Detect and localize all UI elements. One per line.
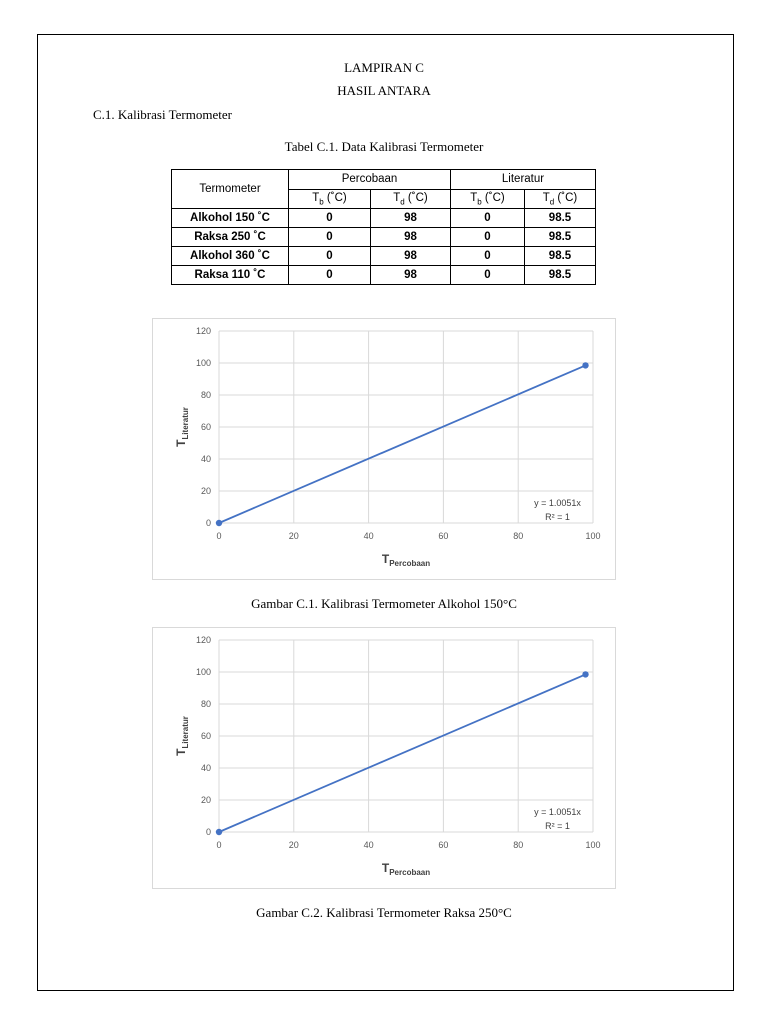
appendix-subheading: HASIL ANTARA [337,83,431,98]
header-percobaan: Percobaan [288,169,451,190]
header-termometer: Termometer [171,169,289,209]
figure-caption-1: Gambar C.1. Kalibrasi Termometer Alkohol… [251,596,517,611]
y-tick-label: 100 [196,667,211,677]
y-tick-label: 80 [201,390,211,400]
y-tick-label: 20 [201,486,211,496]
x-tick-label: 40 [364,531,374,541]
cell-l-tb: 0 [450,246,525,266]
trendline [218,673,586,833]
appendix-heading: LAMPIRAN C [344,60,424,75]
data-point [215,828,223,836]
row-name: Alkohol 150 ˚C [171,208,289,228]
table-row: Alkohol 150 ˚C 0 98 0 98.5 [171,208,596,228]
header-l-td: Td (˚C) [524,188,596,209]
y-tick-label: 0 [206,518,211,528]
r-squared-label: R² = 1 [545,512,570,522]
x-tick-label: 20 [289,531,299,541]
y-tick-label: 120 [196,326,211,336]
cell-l-tb: 0 [450,227,525,247]
figure-caption-2: Gambar C.2. Kalibrasi Termometer Raksa 2… [256,905,512,920]
data-point [215,519,223,527]
cell-p-td: 98 [370,227,451,247]
x-tick-label: 100 [585,531,600,541]
x-tick-label: 60 [438,840,448,850]
chart-svg: 0 20 40 60 80 100 120 0 20 40 60 80 100 y = 1.0051x R²… [174,326,601,568]
y-tick-label: 60 [201,731,211,741]
calibration-chart-2: 0 20 40 60 80 100 120 0 20 40 60 80 100 y = 1.0051x R²… [152,627,616,889]
y-axis-label: TLiteratur [174,716,190,756]
y-tick-label: 80 [201,699,211,709]
y-tick-label: 100 [196,358,211,368]
row-name: Raksa 110 ˚C [171,265,289,285]
chart-svg: 0 20 40 60 80 100 120 0 20 40 60 80 100 y = 1.0051x R²… [174,635,601,877]
cell-p-tb: 0 [288,208,371,228]
trendline-equation: y = 1.0051x [534,807,581,817]
cell-p-tb: 0 [288,265,371,285]
cell-l-td: 98.5 [524,246,596,266]
table-row: Raksa 110 ˚C 0 98 0 98.5 [171,265,596,285]
x-axis-label: TPercobaan [382,552,430,568]
data-point [582,362,589,369]
x-tick-label: 20 [289,840,299,850]
cell-l-td: 98.5 [524,227,596,247]
y-tick-label: 0 [206,827,211,837]
row-name: Raksa 250 ˚C [171,227,289,247]
y-axis-label: TLiteratur [174,407,190,447]
y-tick-label: 20 [201,795,211,805]
trendline-equation: y = 1.0051x [534,498,581,508]
cell-p-tb: 0 [288,227,371,247]
cell-l-td: 98.5 [524,208,596,228]
y-tick-label: 40 [201,454,211,464]
x-tick-label: 80 [513,840,523,850]
cell-p-tb: 0 [288,246,371,266]
table-header-row: Termometer Percobaan Literatur [171,169,596,209]
x-tick-label: 80 [513,531,523,541]
table-subheader-row: Tb (˚C) Td (˚C) Tb (˚C) Td (˚C) [172,188,596,209]
cell-l-tb: 0 [450,265,525,285]
x-tick-label: 0 [216,531,221,541]
table-caption: Tabel C.1. Data Kalibrasi Termometer [284,139,484,154]
header-literatur: Literatur [450,169,596,190]
calibration-chart-1: 0 20 40 60 80 100 120 0 20 40 60 80 100 y = 1.0051x R²… [152,318,616,580]
y-tick-label: 120 [196,635,211,645]
x-tick-label: 100 [585,840,600,850]
cell-p-td: 98 [370,265,451,285]
header-p-td: Td (˚C) [370,188,451,209]
x-tick-label: 60 [438,531,448,541]
row-name: Alkohol 360 ˚C [171,246,289,266]
page-border [37,34,734,991]
cell-p-td: 98 [370,208,451,228]
header-l-tb: Tb (˚C) [450,188,525,209]
table-row: Alkohol 360 ˚C 0 98 0 98.5 [171,246,596,266]
x-tick-label: 40 [364,840,374,850]
trendline [218,364,586,524]
y-tick-label: 40 [201,763,211,773]
x-tick-label: 0 [216,840,221,850]
y-tick-label: 60 [201,422,211,432]
header-p-tb: Tb (˚C) [288,188,371,209]
r-squared-label: R² = 1 [545,821,570,831]
cell-l-td: 98.5 [524,265,596,285]
x-axis-label: TPercobaan [382,861,430,877]
calibration-table: Termometer Percobaan Literatur Tb (˚C) T… [171,169,596,285]
data-point [582,671,589,678]
table-row: Raksa 250 ˚C 0 98 0 98.5 [171,227,596,247]
cell-p-td: 98 [370,246,451,266]
section-title: C.1. Kalibrasi Termometer [93,107,232,122]
cell-l-tb: 0 [450,208,525,228]
